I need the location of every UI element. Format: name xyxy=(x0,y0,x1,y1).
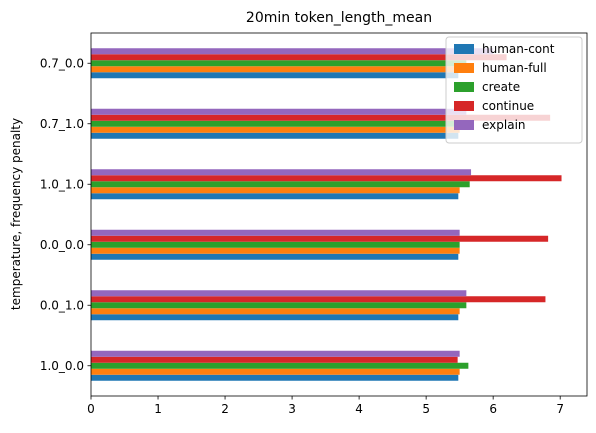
bar-create-0.0_1.0 xyxy=(91,302,467,309)
y-ticks: 1.0_0.0 0.0_1.0 0.0_0.0 1.0_1.0 0.7_1.0 0.7_0… xyxy=(40,56,91,373)
bar-create-0.7_1.0 xyxy=(91,120,460,127)
y-tick-label: 0.0_1.0 xyxy=(40,298,84,312)
x-tick-label: 6 xyxy=(489,402,497,416)
y-tick-label: 0.7_0.0 xyxy=(40,56,84,70)
bar-continue-1.0_0.0 xyxy=(91,356,458,363)
bar-continue-1.0_1.0 xyxy=(91,175,562,182)
y-tick-label: 1.0_0.0 xyxy=(40,359,84,373)
y-tick-label: 0.0_0.0 xyxy=(40,238,84,252)
axes xyxy=(90,32,588,397)
bar-create-0.7_0.0 xyxy=(91,60,467,67)
bar-create-0.0_0.0 xyxy=(91,241,460,248)
bar-human-full-0.0_1.0 xyxy=(91,308,460,315)
bar-human-cont-1.0_0.0 xyxy=(91,374,459,381)
x-tick-label: 7 xyxy=(556,402,564,416)
legend-swatch-continue xyxy=(454,101,474,111)
legend-label-human-full: human-full xyxy=(482,61,547,75)
bar-explain-0.0_1.0 xyxy=(91,290,467,297)
x-tick-label: 1 xyxy=(154,402,162,416)
x-ticks: 0 1 2 3 4 5 6 7 xyxy=(87,396,564,416)
legend-swatch-human-cont xyxy=(454,44,474,54)
bar-create-1.0_1.0 xyxy=(91,181,470,188)
bar-continue-0.0_1.0 xyxy=(91,296,546,303)
bar-human-full-0.7_1.0 xyxy=(91,126,460,133)
bar-continue-0.7_0.0 xyxy=(91,54,507,61)
bar-human-cont-0.0_0.0 xyxy=(91,253,459,260)
x-tick-label: 3 xyxy=(288,402,296,416)
bar-human-full-1.0_0.0 xyxy=(91,368,460,375)
x-tick-label: 5 xyxy=(422,402,430,416)
y-tick-label: 1.0_1.0 xyxy=(40,177,84,191)
x-tick-label: 4 xyxy=(355,402,363,416)
bar-create-1.0_0.0 xyxy=(91,362,469,369)
legend-label-continue: continue xyxy=(482,99,534,113)
bar-human-cont-0.7_0.0 xyxy=(91,72,459,79)
bars xyxy=(91,48,562,381)
bar-human-cont-0.7_1.0 xyxy=(91,132,459,139)
legend-box xyxy=(445,36,583,144)
bar-explain-1.0_0.0 xyxy=(91,350,460,357)
bar-continue-0.7_1.0 xyxy=(91,114,551,121)
y-axis-title: temperature, frequency penalty xyxy=(9,118,23,310)
bar-human-full-0.7_0.0 xyxy=(91,66,460,73)
chart-title: 20min token_length_mean xyxy=(246,10,432,26)
bar-continue-0.0_0.0 xyxy=(91,235,549,242)
legend-label-human-cont: human-cont xyxy=(482,42,555,56)
bar-human-full-1.0_1.0 xyxy=(91,187,460,194)
x-tick-label: 0 xyxy=(87,402,95,416)
plot-frame xyxy=(90,32,588,397)
legend: human-cont human-full create continue explai… xyxy=(445,36,583,144)
legend-swatch-human-full xyxy=(454,63,474,73)
bar-explain-0.7_1.0 xyxy=(91,108,467,115)
bar-explain-1.0_1.0 xyxy=(91,169,472,176)
legend-label-explain: explain xyxy=(482,118,526,132)
legend-swatch-create xyxy=(454,82,474,92)
bar-human-cont-0.0_1.0 xyxy=(91,314,459,321)
legend-label-create: create xyxy=(482,80,520,94)
x-tick-label: 2 xyxy=(221,402,229,416)
bar-explain-0.7_0.0 xyxy=(91,48,494,55)
bar-human-full-0.0_0.0 xyxy=(91,247,460,254)
bar-human-cont-1.0_1.0 xyxy=(91,193,459,200)
y-tick-label: 0.7_1.0 xyxy=(40,117,84,131)
legend-swatch-explain xyxy=(454,120,474,130)
bar-explain-0.0_0.0 xyxy=(91,229,460,236)
